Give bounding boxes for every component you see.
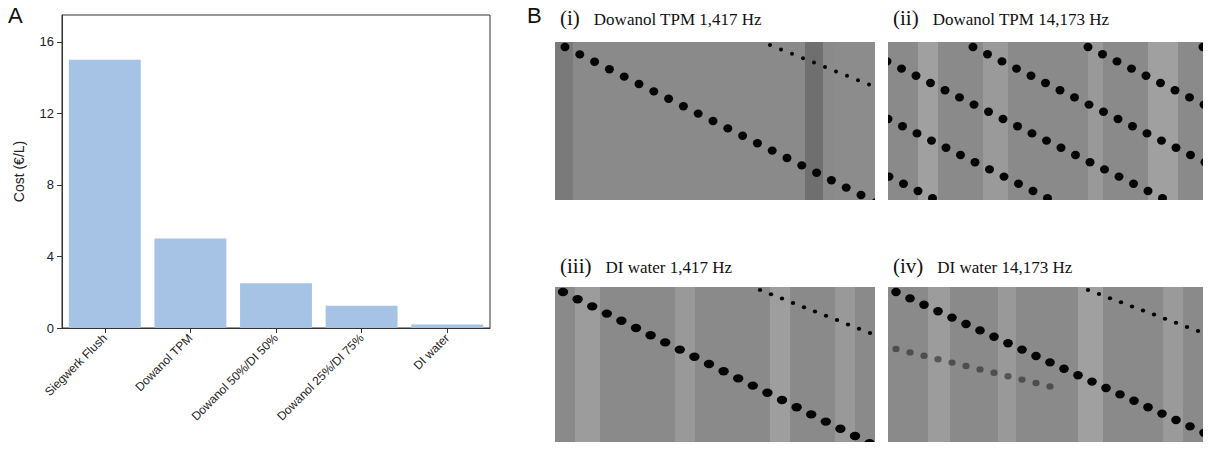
html-text:Dowanol TPM 14,173 Hz: Dowanol TPM 14,173 Hz xyxy=(932,10,1109,29)
svg-text:DI water: DI water xyxy=(411,331,452,372)
svg-text:12: 12 xyxy=(40,106,54,121)
svg-text:16: 16 xyxy=(40,34,54,49)
svg-text:4: 4 xyxy=(47,249,54,264)
svg-text:Dowanol TPM: Dowanol TPM xyxy=(132,331,195,394)
html-text:(ii): (ii) xyxy=(893,6,919,30)
svg-text:8: 8 xyxy=(47,177,54,192)
html-text:(iv): (iv) xyxy=(893,254,924,278)
html-text:(iii): (iii) xyxy=(560,254,592,278)
svg-text:Dowanol 50%/DI 50%: Dowanol 50%/DI 50% xyxy=(189,331,282,424)
svg-text:Dowanol 25%/DI 75%: Dowanol 25%/DI 75% xyxy=(274,331,367,424)
html-text:B: B xyxy=(527,3,542,28)
html-text:A: A xyxy=(8,3,23,28)
html-text:DI water 1,417 Hz: DI water 1,417 Hz xyxy=(605,258,732,277)
html-text:DI water 14,173 Hz: DI water 14,173 Hz xyxy=(937,258,1073,277)
svg-text:0: 0 xyxy=(47,321,54,336)
svg-text:Siegwerk Flush: Siegwerk Flush xyxy=(42,331,110,399)
svg-text:Cost (€/L): Cost (€/L) xyxy=(11,141,27,202)
html-text:Dowanol TPM 1,417 Hz: Dowanol TPM 1,417 Hz xyxy=(593,10,762,29)
html-text:(i): (i) xyxy=(560,6,580,30)
